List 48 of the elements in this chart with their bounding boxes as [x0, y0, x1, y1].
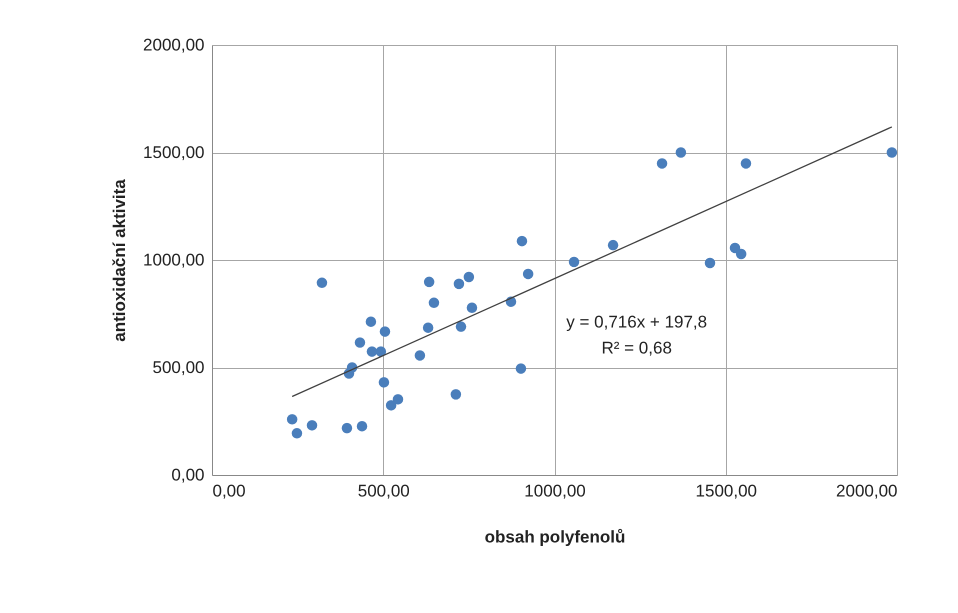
point [522, 268, 534, 280]
point [356, 420, 368, 432]
point [676, 147, 686, 158]
point [608, 240, 618, 250]
y-tick-label: 1000,00 [143, 250, 204, 270]
point [342, 422, 352, 434]
point [568, 256, 580, 268]
x-tick-label: 1500,00 [696, 482, 757, 500]
y-tick-label: 1500,00 [143, 143, 204, 162]
point [292, 428, 302, 439]
point [392, 394, 404, 405]
point [422, 322, 434, 333]
point [366, 316, 376, 327]
annotation: y = 0,716x + 197,8 [566, 312, 708, 332]
point [456, 321, 466, 332]
point [380, 326, 390, 337]
point [736, 248, 746, 260]
point [306, 420, 318, 431]
x-axis-title: obsah polyfenolů [484, 528, 626, 546]
point [450, 389, 462, 400]
point [376, 346, 386, 357]
point [464, 272, 474, 282]
point [386, 400, 396, 411]
point [516, 363, 526, 374]
point [656, 158, 668, 169]
point [428, 298, 440, 308]
point [740, 158, 752, 169]
point [424, 276, 434, 288]
y-tick-label: 500,00 [152, 358, 204, 377]
y-axis-title: antioxidační aktivita [110, 178, 130, 342]
point [466, 302, 478, 313]
y-tick-label: 0,00 [171, 466, 204, 484]
annotation: R² = 0,68 [601, 338, 672, 358]
point [316, 278, 328, 288]
point [414, 350, 426, 361]
point [886, 147, 898, 158]
point [286, 414, 298, 425]
x-tick-label: 0,00 [212, 482, 246, 500]
point [354, 337, 366, 348]
point [516, 236, 528, 246]
point [454, 278, 464, 290]
x-tick-label: 1000,00 [524, 482, 586, 500]
y-tick-label: 2000,00 [143, 36, 204, 54]
point [378, 377, 390, 388]
x-tick-label: 2000,00 [836, 482, 898, 500]
x-tick-label: 500,00 [358, 482, 410, 500]
point [366, 346, 378, 357]
point [704, 258, 716, 268]
